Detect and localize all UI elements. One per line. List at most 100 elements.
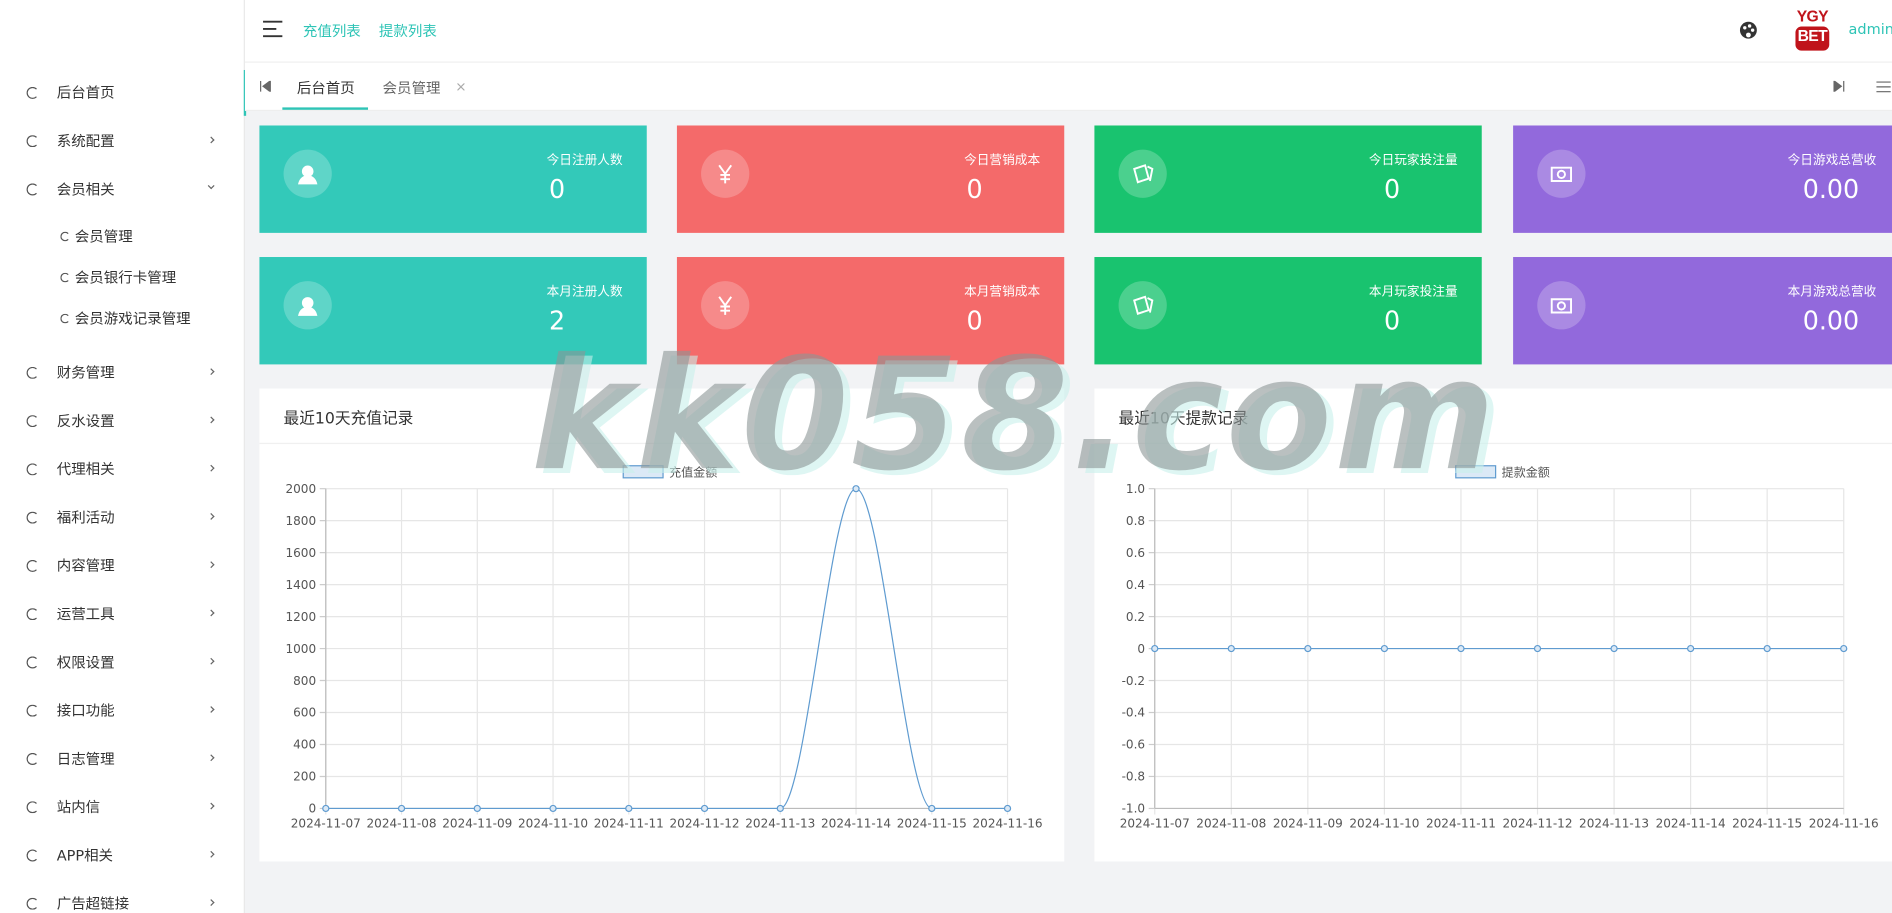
menu-icon xyxy=(26,183,39,196)
menu-icon xyxy=(26,415,39,428)
menu-item[interactable]: 接口功能 xyxy=(0,688,244,734)
tab-next[interactable] xyxy=(1833,80,1845,92)
tab[interactable]: 后台首页 xyxy=(296,79,355,97)
chart-title: 最近10天提款记录 xyxy=(1118,410,1249,429)
submenu-item[interactable]: 会员游戏记录管理 xyxy=(0,300,244,336)
y-tick-label: 0 xyxy=(308,802,316,816)
stat-value: 0 xyxy=(549,174,566,204)
menu-icon xyxy=(26,511,39,524)
y-tick-label: -0.6 xyxy=(1122,738,1146,752)
chart-panel: 最近10天提款记录 -1.0 -0.8 -0.6 -0.4 -0.2 0 0.2 0.4 0.6 0… xyxy=(1094,388,1892,862)
menu-item[interactable]: 日志管理 xyxy=(0,736,244,782)
x-tick-label: 2024-11-13 xyxy=(1579,817,1649,831)
menu-item[interactable]: 系统配置 xyxy=(0,118,244,164)
point xyxy=(1763,644,1771,653)
tab[interactable]: 会员管理 xyxy=(382,79,441,97)
menu-label: 内容管理 xyxy=(56,557,115,575)
menu-icon xyxy=(26,559,39,572)
stat-icon-shape xyxy=(1133,295,1154,315)
x-tick-label: 2024-11-07 xyxy=(1120,817,1190,831)
menu-icon xyxy=(26,86,39,99)
menu-label: 反水设置 xyxy=(56,412,115,430)
x-tick-label: 2024-11-09 xyxy=(442,817,512,831)
top-bar: YGY BET 充值列表 提款列表 admin xyxy=(244,0,1892,63)
menu-label: 会员相关 xyxy=(56,180,115,198)
logo-text: YGY xyxy=(1796,7,1829,26)
menu-item[interactable]: 后台首页 xyxy=(0,69,247,116)
menu-icon xyxy=(26,801,39,814)
stat-card: 今日玩家投注量 0 xyxy=(1094,125,1482,233)
y-tick-label: 1.0 xyxy=(1126,482,1145,496)
tab-close[interactable] xyxy=(457,83,465,91)
y-tick-label: 0.6 xyxy=(1126,546,1145,560)
stat-icon xyxy=(701,149,750,198)
menu-item[interactable]: 权限设置 xyxy=(0,640,244,686)
panel-divider xyxy=(1094,442,1892,445)
point xyxy=(322,804,330,813)
menu-item[interactable]: 财务管理 xyxy=(0,350,244,396)
submenu-label: 会员游戏记录管理 xyxy=(74,310,191,327)
point xyxy=(549,804,557,813)
y-tick-label: -0.2 xyxy=(1122,674,1146,688)
x-tick-label: 2024-11-14 xyxy=(821,817,891,831)
y-tick-label: 0 xyxy=(1137,642,1145,656)
submenu-icon xyxy=(60,313,70,324)
menu-item[interactable]: 内容管理 xyxy=(0,543,244,589)
y-tick-label: 0.2 xyxy=(1126,610,1145,624)
menu-label: 财务管理 xyxy=(56,364,115,382)
x-tick-label: 2024-11-16 xyxy=(1809,817,1879,831)
y-tick-label: 1200 xyxy=(285,610,316,624)
menu-label: 站内信 xyxy=(56,798,101,816)
x-tick-label: 2024-11-16 xyxy=(973,817,1043,831)
y-tick-label: 400 xyxy=(293,738,316,752)
tab-prev[interactable] xyxy=(259,80,271,92)
menu-label: APP相关 xyxy=(56,847,114,864)
menu-label: 系统配置 xyxy=(56,132,115,150)
stat-label: 今日注册人数 xyxy=(546,153,623,168)
menu-toggle[interactable] xyxy=(262,19,284,38)
stat-icon xyxy=(1537,149,1586,198)
stat-icon-shape xyxy=(1550,166,1572,182)
stat-icon-glyph xyxy=(298,165,318,185)
menu-item[interactable]: 代理相关 xyxy=(0,446,244,492)
x-tick-label: 2024-11-11 xyxy=(594,817,664,831)
stat-value: 0 xyxy=(1384,306,1401,336)
stat-label: 本月玩家投注量 xyxy=(1368,284,1458,300)
y-tick-label: 2000 xyxy=(285,482,316,496)
series-line xyxy=(325,488,1008,810)
menu-label: 运营工具 xyxy=(56,605,115,623)
stat-icon-glyph xyxy=(1550,166,1572,182)
stat-icon xyxy=(1537,281,1586,330)
menu-item[interactable]: 运营工具 xyxy=(0,591,244,637)
menu-item[interactable]: APP相关 xyxy=(0,833,244,879)
menu-item[interactable]: 反水设置 xyxy=(0,398,244,444)
theme-icon[interactable] xyxy=(1739,21,1758,40)
user-name[interactable]: admin xyxy=(1848,20,1892,38)
tab-menu[interactable] xyxy=(1876,81,1891,93)
legend-swatch xyxy=(622,465,664,479)
menu-label: 后台首页 xyxy=(56,84,115,102)
legend-swatch xyxy=(1455,465,1497,479)
stat-label: 今日游戏总营收 xyxy=(1787,153,1877,168)
menu-item[interactable]: 广告超链接 xyxy=(0,881,244,913)
submenu-item[interactable]: 会员银行卡管理 xyxy=(0,259,244,295)
tab-bar: 后台首页 会员管理 xyxy=(244,62,1892,112)
top-link[interactable]: 提款列表 xyxy=(378,22,437,40)
stat-icon-shape xyxy=(1133,164,1154,184)
stat-card: 今日注册人数 0 xyxy=(259,125,647,233)
submenu-item[interactable]: 会员管理 xyxy=(0,218,244,254)
submenu-label: 会员管理 xyxy=(74,228,133,245)
menu-item[interactable]: 会员相关 xyxy=(0,167,244,213)
menu-item[interactable]: 福利活动 xyxy=(0,495,244,541)
stat-value: 2 xyxy=(549,306,566,336)
logo-badge xyxy=(1795,26,1830,51)
point xyxy=(1380,644,1389,653)
chart-panel: 最近10天充值记录 0 200 400 600 800 1000 1200 1400 1600 18… xyxy=(259,388,1065,862)
y-tick-label: -1.0 xyxy=(1122,802,1146,816)
x-tick-label: 2024-11-12 xyxy=(670,817,740,831)
stat-icon-glyph xyxy=(1550,298,1572,314)
top-link[interactable]: 充值列表 xyxy=(302,22,361,40)
x-tick-label: 2024-11-10 xyxy=(518,817,588,831)
menu-item[interactable]: 站内信 xyxy=(0,784,244,830)
